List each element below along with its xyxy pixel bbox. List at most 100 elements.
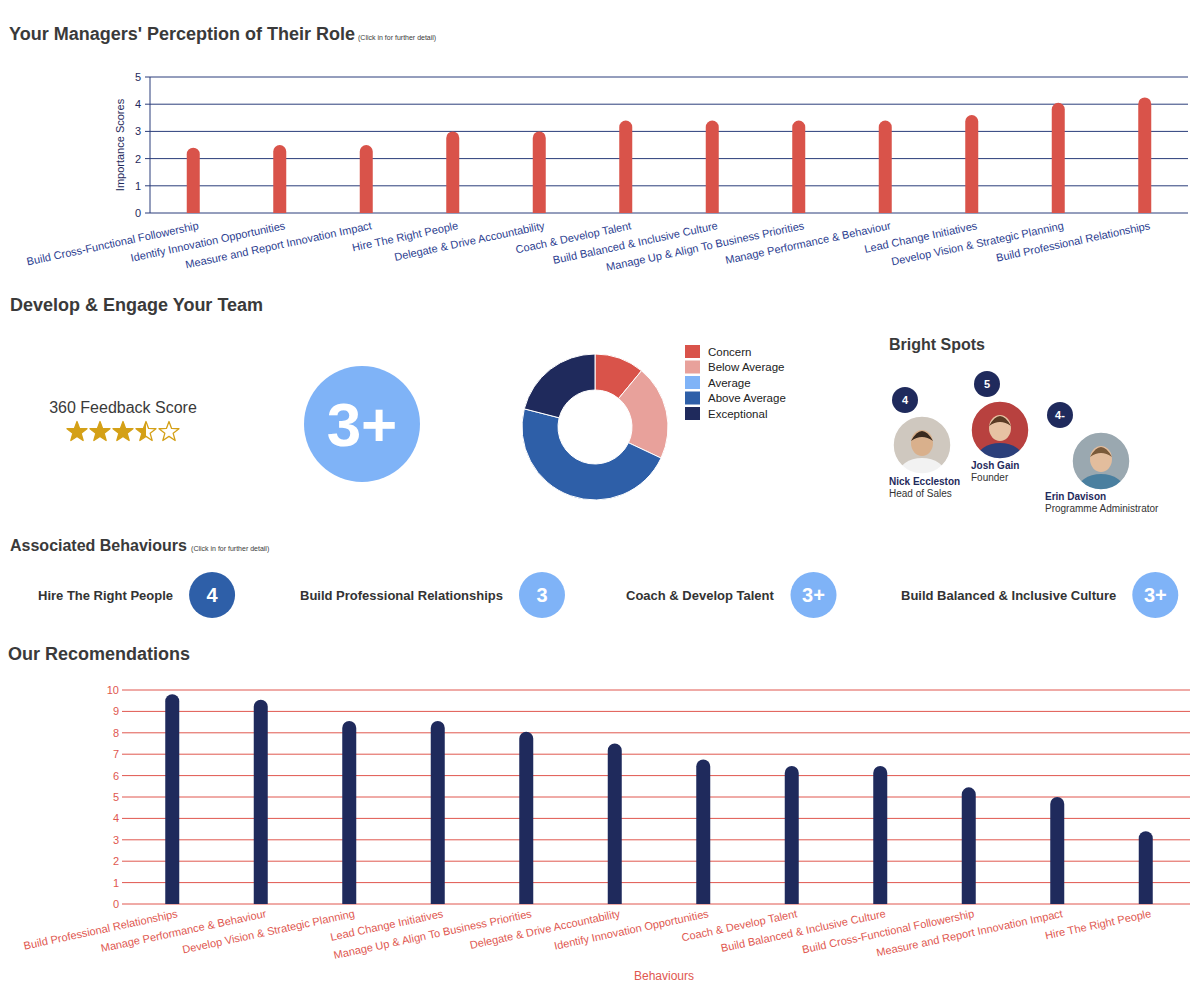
bars: [165, 694, 1153, 904]
bar: [519, 732, 533, 904]
bars: [187, 97, 1152, 213]
category-label: Delegate & Drive Accountability: [469, 907, 622, 951]
chart-title: Our Recomendations: [8, 644, 190, 664]
bar-chart: Our Recomendations012345678910Build Prof…: [8, 644, 1190, 983]
legend-label: Average: [708, 377, 751, 389]
grid-line: [145, 104, 1188, 105]
badge-text: 3: [536, 584, 547, 606]
bar: [608, 744, 622, 905]
bar: [254, 700, 268, 904]
section-title: Develop & Engage Your Team: [10, 295, 263, 315]
photo-ring: [1072, 432, 1130, 490]
axis-title: Behaviours: [634, 969, 694, 983]
tick-label: 1: [113, 877, 119, 889]
tick-label: 7: [113, 748, 119, 760]
badge-text: 4: [207, 584, 219, 606]
legend-swatch: [685, 392, 700, 405]
grid-line: [122, 775, 1190, 776]
score-badge: [519, 572, 565, 618]
category-label: Measure and Report Innovation Impact: [184, 219, 373, 270]
team-section: Develop & Engage Your Team 360 Feedback S…: [10, 295, 420, 482]
score-badge: [1047, 402, 1073, 428]
photo: [970, 400, 1030, 477]
person-role: Founder: [971, 472, 1009, 483]
behaviour-item: Hire The Right People 4: [38, 572, 235, 618]
bar: [360, 145, 373, 213]
legend-swatch: [685, 407, 700, 420]
legend-swatch: [685, 345, 700, 358]
tick-label: 2: [135, 153, 141, 165]
axis-title: Importance Scores: [114, 98, 126, 191]
badge-text: 4: [902, 394, 909, 406]
tick-label: 8: [113, 727, 119, 739]
bar: [792, 121, 805, 213]
badge-text: 3+: [1144, 584, 1167, 606]
person: 4-Erin DavisonProgramme Administrator: [1045, 402, 1159, 514]
bar: [273, 145, 286, 213]
grid-line: [122, 690, 1190, 691]
axis-line: [150, 77, 151, 213]
bar: [785, 766, 799, 904]
category-label: Build Professional Relationships: [995, 219, 1152, 264]
legend-label: Concern: [708, 346, 751, 358]
photo-head: [1090, 446, 1112, 472]
tick-label: 10: [107, 684, 119, 696]
category-label: Measure and Report Innovation Impact: [875, 907, 1064, 958]
score-badge: [974, 371, 1000, 397]
grid-line: [122, 732, 1190, 733]
behaviour-name: Build Professional Relationships: [300, 588, 503, 603]
photo-head: [911, 430, 933, 456]
behaviour-name: Hire The Right People: [38, 588, 173, 603]
donut-slice: [619, 371, 668, 458]
legend-label: Exceptional: [708, 408, 767, 420]
grid-line: [145, 213, 1188, 214]
behaviour-name: Coach & Develop Talent: [626, 588, 775, 603]
score-text: 3+: [327, 390, 398, 459]
category-label: Hire The Right People: [1044, 907, 1152, 941]
bar-chart: Your Managers' Perception of Their Role(…: [9, 24, 1188, 273]
bar: [1139, 831, 1153, 904]
tick-label: 5: [135, 71, 141, 83]
star: [67, 422, 87, 441]
person-role: Head of Sales: [889, 488, 952, 499]
photo-hair: [989, 416, 1011, 426]
bar: [1138, 97, 1151, 213]
page: Your Managers' Perception of Their Role(…: [0, 0, 1200, 1000]
section-title: Associated Behaviours: [10, 537, 187, 554]
tick-label: 3: [113, 834, 119, 846]
bar: [706, 121, 719, 213]
tick-label: 0: [113, 898, 119, 910]
grid-line: [122, 754, 1190, 755]
bar: [446, 131, 459, 213]
grid-line: [122, 818, 1190, 819]
donut-chart: ConcernBelow AverageAverageAbove Average…: [522, 345, 786, 500]
grid-line: [145, 131, 1188, 132]
star-rating: [67, 422, 179, 441]
bar: [342, 721, 356, 904]
bar: [165, 694, 179, 904]
photo-head: [989, 415, 1011, 441]
score-badge: [892, 387, 918, 413]
person-name: Erin Davison: [1045, 491, 1106, 502]
tick-label: 0: [135, 207, 141, 219]
person: 4Nick EcclestonHead of Sales: [889, 387, 960, 499]
grid-line: [145, 185, 1188, 186]
grid-line: [122, 711, 1190, 712]
donut-slice: [524, 354, 595, 418]
bar: [962, 787, 976, 904]
feedback-label: 360 Feedback Score: [49, 399, 197, 416]
behaviour-item: Coach & Develop Talent3+: [626, 572, 837, 618]
grid-line: [145, 158, 1188, 159]
tick-label: 4: [135, 98, 141, 110]
donut-slice: [522, 409, 661, 500]
photo-ring: [971, 401, 1029, 459]
bar: [873, 766, 887, 904]
bar: [696, 760, 710, 904]
grid-line: [122, 861, 1190, 862]
score-badge: [1132, 572, 1178, 618]
star: [90, 422, 110, 441]
star: [159, 422, 179, 441]
star: [113, 422, 133, 441]
score-circle: [304, 366, 420, 482]
behaviour-item: Build Balanced & Inclusive Culture3+: [901, 572, 1178, 618]
